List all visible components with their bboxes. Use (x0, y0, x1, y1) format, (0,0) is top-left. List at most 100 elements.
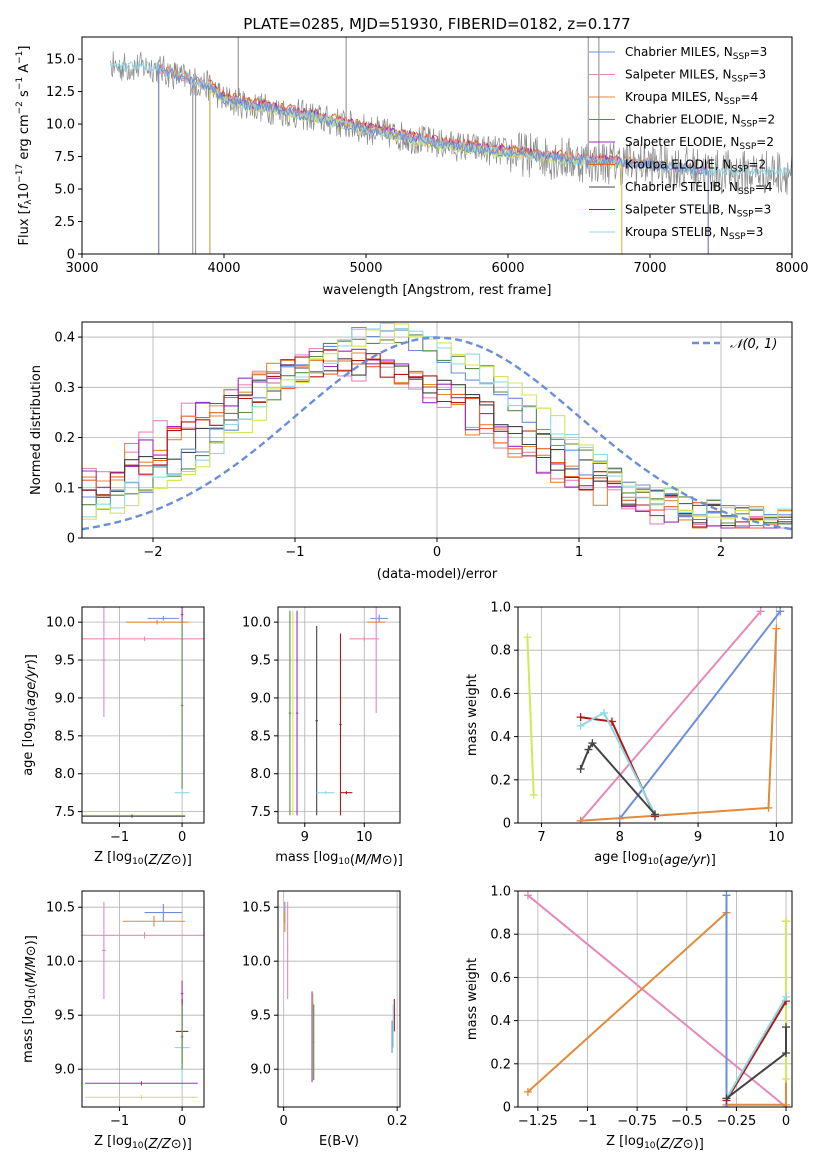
panel-age_vs_mass: 9 10 7.5 8.0 8.5 9.0 9.5 10.0 mass [log10(M/M⊙)] (242, 606, 403, 868)
legend-entry: 𝒩(0, 1) (730, 337, 777, 352)
weight-line-salpeter_stelib (725, 1000, 787, 1102)
weight-marker-chabrier_miles (776, 607, 785, 616)
y-tick-label: 7.5 (54, 805, 75, 820)
x-tick-label: −1 (110, 1114, 129, 1129)
y-tick-label: 0.2 (490, 1057, 511, 1072)
x-tick-label: −0.75 (617, 1114, 657, 1129)
axes-frame (517, 606, 793, 824)
y-tick-label: 9.5 (54, 654, 75, 669)
y-axis-label: Flux [fλ10−17 erg cm−2 s−1 A−1] (15, 46, 34, 246)
x-tick-label: 3000 (65, 261, 98, 276)
x-axis-label: E(B-V) (319, 1134, 359, 1149)
x-tick-label: 8000 (775, 261, 808, 276)
weight-marker-chabrier_miles (722, 891, 731, 900)
weight-marker-kroupa_miles (523, 1087, 532, 1096)
x-tick-label: 0 (178, 1114, 186, 1129)
x-axis-label: Z [log10(Z/Z⊙)] (94, 850, 192, 868)
y-tick-label: 8.5 (54, 729, 75, 744)
x-tick-label: 7 (537, 830, 545, 845)
y-tick-label: 2.5 (54, 215, 75, 230)
x-tick-label: 9 (694, 830, 702, 845)
weight-marker-kroupa_stelib (600, 708, 609, 717)
legend-entry: Chabrier MILES, NSSP=3 (625, 45, 767, 62)
y-tick-label: 10.0 (46, 955, 75, 970)
x-tick-label: 5000 (349, 261, 382, 276)
axes-frame (81, 321, 793, 539)
y-tick-label: 9.5 (250, 654, 271, 669)
weight-marker-kroupa_miles (764, 803, 773, 812)
weight-marker-salpeter_miles (523, 891, 532, 900)
axes-frame (277, 606, 401, 824)
plot-area (278, 891, 400, 1107)
x-tick-label: 2 (717, 545, 725, 560)
y-tick-label: 5.0 (54, 183, 75, 198)
y-tick-label: 0 (503, 1101, 511, 1116)
y-tick-label: 10.5 (46, 901, 75, 916)
y-tick-label: 0.8 (490, 928, 511, 943)
y-tick-label: 0.2 (54, 431, 75, 446)
y-tick-label: 0.4 (490, 1014, 511, 1029)
panel-mass_vs_z: −1 0 9.0 9.5 10.0 10.5 Z [log10(Z/Z⊙)] mass [lo… (21, 890, 205, 1152)
y-tick-label: 1.0 (490, 885, 511, 900)
legend-entry: Kroupa STELIB, NSSP=3 (625, 225, 763, 242)
y-axis-label: mass weight (465, 958, 480, 1040)
x-tick-label: 0 (178, 830, 186, 845)
legend-entry: Salpeter ELODIE, NSSP=2 (625, 135, 774, 152)
weight-marker-kroupa_stelib (782, 992, 791, 1001)
y-tick-label: 0.3 (54, 381, 75, 396)
weight-marker-chabrier_stelib (782, 1049, 791, 1057)
weight-line-salpeter_miles (527, 894, 787, 1107)
y-tick-label: 12.5 (46, 85, 75, 100)
plot-area (82, 891, 204, 1107)
y-tick-label: 0.6 (490, 687, 511, 702)
x-tick-label: −1.25 (518, 1114, 558, 1129)
weight-marker-salpeter_miles (756, 607, 765, 616)
weight-marker-kroupa_stelib (576, 721, 585, 730)
panel-residuals: −2 −1 0 1 2 0 0.1 0.2 0.3 0.4 𝒩(0, 1) (data-model)/… (29, 321, 793, 582)
weight-marker-lime (782, 1074, 791, 1083)
x-axis-label: age [log10(age/yr)] (594, 850, 716, 868)
plot-area (518, 607, 792, 823)
weight-marker-chabrier_stelib (584, 745, 593, 754)
axes-frame (81, 36, 793, 255)
x-tick-label: 8 (616, 830, 624, 845)
x-tick-label: 1 (575, 545, 583, 560)
weight-marker-kroupa_miles (576, 816, 585, 823)
legend-entry: Kroupa MILES, NSSP=4 (625, 90, 758, 107)
axes-frame (81, 606, 205, 824)
y-tick-label: 0 (503, 817, 511, 832)
panel-weight_vs_age: 7 8 9 10 0 0.2 0.4 0.6 0.8 1.0 age [log10(age/yr)]… (465, 601, 793, 868)
y-tick-label: 0.4 (54, 331, 75, 346)
plot-area (82, 607, 204, 823)
x-tick-label: 0 (280, 1114, 288, 1129)
y-axis-label: mass weight (465, 674, 480, 756)
y-tick-label: 0 (67, 532, 75, 547)
y-tick-label: 0.8 (490, 644, 511, 659)
y-tick-label: 9.0 (250, 1063, 271, 1078)
y-axis-label: mass [log10(M/M⊙)] (21, 935, 39, 1063)
y-tick-label: 10.5 (242, 901, 271, 916)
weight-marker-chabrier_stelib (782, 1023, 791, 1032)
weight-marker-chabrier_stelib (588, 739, 597, 748)
x-axis-label: wavelength [Angstrom, rest frame] (323, 283, 552, 298)
y-tick-label: 7.5 (54, 150, 75, 165)
y-tick-label: 8.5 (250, 729, 271, 744)
x-tick-label: −1 (110, 830, 129, 845)
axes-frame (517, 890, 793, 1108)
model-line-kroupa_stelib (110, 61, 792, 178)
weight-marker-kroupa_miles (772, 624, 781, 633)
weight-marker-lime (529, 790, 538, 799)
weight-line-kroupa_stelib (725, 996, 787, 1099)
x-tick-label: 4000 (207, 261, 240, 276)
model-line-chabrier_miles (158, 64, 708, 176)
x-axis-label: Z [log10(Z/Z⊙)] (94, 1134, 192, 1152)
x-tick-label: −0.5 (671, 1114, 703, 1129)
y-tick-label: 0.4 (490, 730, 511, 745)
y-axis-label: Normed distribution (29, 365, 44, 495)
x-tick-label: −1 (578, 1114, 597, 1129)
y-tick-label: 1.0 (490, 601, 511, 616)
weight-line-chabrier_stelib (579, 741, 656, 816)
x-axis-label: mass [log10(M/M⊙)] (275, 850, 403, 868)
x-axis-label: (data-model)/error (377, 567, 498, 582)
